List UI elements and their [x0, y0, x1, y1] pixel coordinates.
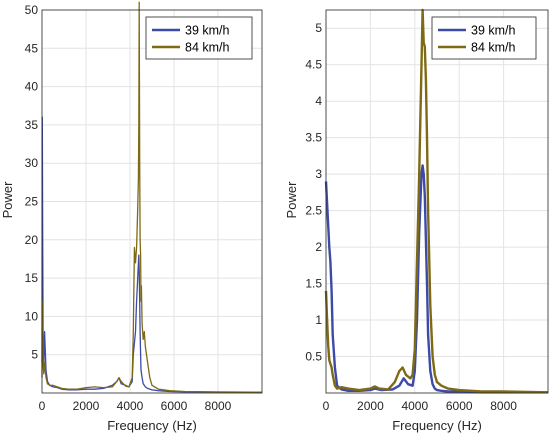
y-tick-label: 45 [25, 41, 39, 55]
y-tick-label: 1.5 [305, 277, 322, 291]
y-tick-label: 4.5 [305, 58, 322, 72]
y-tick-label: 20 [25, 233, 39, 247]
series-line-1 [324, 164, 548, 394]
x-tick-label: 4000 [117, 399, 144, 413]
x-tick-label: 6000 [446, 399, 473, 413]
y-tick-label: 10 [25, 309, 39, 323]
y-tick-label: 2.5 [305, 204, 322, 218]
y-axis-label: Power [0, 181, 15, 219]
legend-box [145, 16, 253, 60]
y-tick-label: 1 [315, 313, 322, 327]
y-tick-label: 25 [25, 195, 39, 209]
x-tick-label: 2000 [73, 399, 100, 413]
x-tick-label: 0 [323, 399, 330, 413]
y-tick-label: 4 [315, 94, 322, 108]
series-line-2 [41, 1, 263, 393]
chart-panel-2: 0 2000 4000 6000 8000 0.5 1 1.5 2 2.5 3 3.5 4 4.5 5 Fre… [284, 8, 549, 433]
y-tick-label: 35 [25, 118, 39, 132]
axes-box [41, 9, 263, 394]
legend: 39 km/h 84 km/h [431, 16, 537, 60]
x-axis-label: Frequency (Hz) [107, 418, 197, 433]
y-tick-label: 50 [25, 3, 39, 17]
plot-area [326, 10, 548, 393]
y-tick-label: 5 [315, 21, 322, 35]
axes-box [325, 9, 549, 394]
y-tick-label: 15 [25, 271, 39, 285]
legend: 39 km/h 84 km/h [145, 16, 253, 60]
x-tick-label: 2000 [357, 399, 384, 413]
y-tick-label: 0.5 [305, 350, 322, 364]
legend-box [431, 16, 537, 60]
legend-label-2: 84 km/h [185, 41, 230, 55]
y-axis-label: Power [284, 181, 299, 219]
legend-label-1: 39 km/h [471, 24, 516, 38]
series-line-2 [324, 8, 549, 394]
legend-label-2: 84 km/h [471, 41, 516, 55]
x-tick-label: 4000 [401, 399, 428, 413]
x-axis-label: Frequency (Hz) [392, 418, 482, 433]
x-tick-label: 8000 [490, 399, 517, 413]
y-tick-label: 3.5 [305, 131, 322, 145]
y-tick-label: 40 [25, 80, 39, 94]
legend-label-1: 39 km/h [185, 24, 230, 38]
y-tick-label: 5 [31, 348, 38, 362]
x-tick-label: 0 [39, 399, 46, 413]
y-tick-label: 30 [25, 156, 39, 170]
x-tick-label: 6000 [161, 399, 188, 413]
chart-panel-1: 0 2000 4000 6000 8000 5 10 15 20 25 30 35 40 45 50 Freq… [0, 1, 263, 433]
x-tick-label: 8000 [205, 399, 232, 413]
y-tick-label: 2 [315, 240, 322, 254]
y-tick-label: 3 [315, 167, 322, 181]
